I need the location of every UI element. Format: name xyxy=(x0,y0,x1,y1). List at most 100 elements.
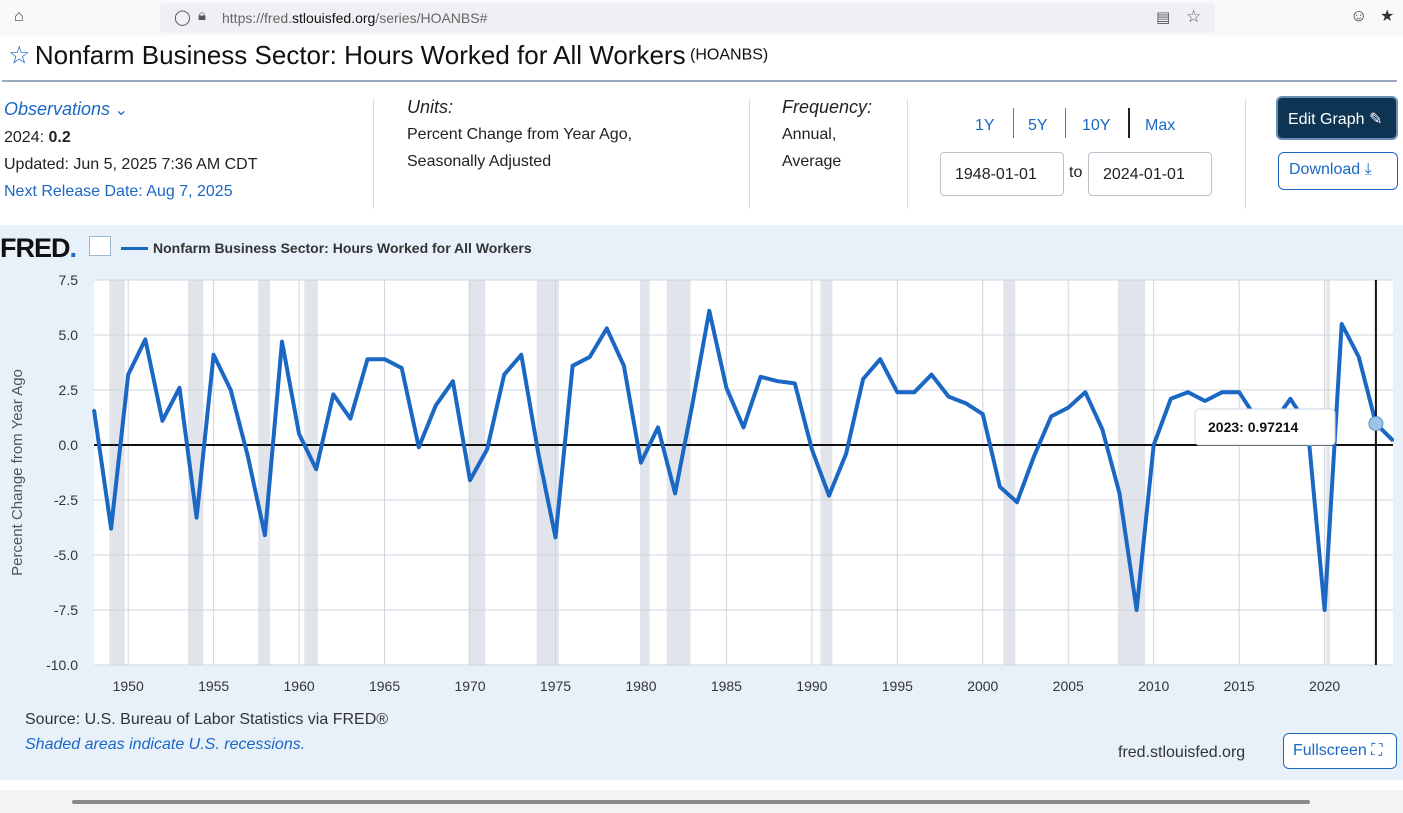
home-icon[interactable]: ⌂ xyxy=(14,8,24,25)
data-point xyxy=(469,479,472,482)
x-tick-label: 1980 xyxy=(625,678,656,694)
data-point xyxy=(93,408,95,411)
chart-svg[interactable]: 7.5 5.0 2.5 0.0 -2.5 -5.0 -7.5 -10.0 1950 1955 196… xyxy=(0,225,1403,705)
data-point xyxy=(913,391,916,394)
data-point xyxy=(503,373,506,376)
latest-observation: 2024: 0.2 xyxy=(4,129,71,146)
data-point xyxy=(554,536,557,539)
data-point xyxy=(1340,323,1343,325)
data-point xyxy=(998,485,1001,488)
data-point xyxy=(1323,609,1326,611)
series-title: Nonfarm Business Sector: Hours Worked fo… xyxy=(34,40,686,70)
next-release-link[interactable]: Next Release Date: Aug 7, 2025 xyxy=(4,183,233,200)
data-point xyxy=(571,364,574,367)
y-tick-label: -7.5 xyxy=(54,602,78,618)
x-tick-label: 1955 xyxy=(198,678,229,694)
start-date-input[interactable]: 1948-01-01 xyxy=(940,152,1064,196)
chart-type-icon[interactable] xyxy=(89,236,111,256)
frequency-panel: Frequency: Annual, Average xyxy=(782,94,872,175)
data-point xyxy=(827,494,830,497)
data-point xyxy=(298,433,301,435)
recession-band xyxy=(1117,280,1146,665)
data-point xyxy=(776,380,779,383)
observations-panel: Observations ⌄ 2024: 0.2 Updated: Jun 5,… xyxy=(4,96,257,205)
range-1y-button[interactable]: 1Y xyxy=(975,117,995,134)
favorite-star-icon[interactable]: ☆ xyxy=(8,41,31,70)
url-text[interactable]: https://fred.stlouisfed.org/series/HOANB… xyxy=(222,10,488,26)
y-tick-label: -10.0 xyxy=(46,657,78,673)
data-point xyxy=(1238,391,1241,394)
data-point xyxy=(657,426,660,429)
data-point xyxy=(793,382,796,385)
recession-band xyxy=(304,280,318,665)
data-point xyxy=(315,468,318,471)
recession-band xyxy=(1326,280,1330,665)
reader-view-icon[interactable]: ▤ xyxy=(1156,9,1171,26)
hover-marker xyxy=(1368,416,1384,432)
data-point xyxy=(1221,391,1224,394)
fullscreen-icon: ⛶ xyxy=(1371,742,1383,759)
to-label: to xyxy=(1069,164,1083,181)
units-label: Units: xyxy=(407,97,454,117)
data-point xyxy=(332,393,335,396)
data-point xyxy=(1101,428,1104,431)
data-point xyxy=(708,309,711,312)
data-point xyxy=(1118,492,1121,495)
data-point xyxy=(639,461,642,464)
x-tick-label: 2015 xyxy=(1224,678,1255,694)
fullscreen-label: Fullscreen xyxy=(1293,742,1367,759)
data-point xyxy=(281,340,284,343)
shield-icon[interactable]: ◯ xyxy=(174,9,191,26)
account-icon[interactable]: ☺ xyxy=(1350,6,1368,25)
data-point xyxy=(212,353,215,356)
horizontal-scrollbar[interactable] xyxy=(72,800,1310,804)
data-point xyxy=(1067,406,1070,409)
download-button[interactable]: Download ⤓ xyxy=(1278,152,1398,190)
frequency-line1: Annual, xyxy=(782,126,837,143)
data-point xyxy=(810,448,813,451)
divider xyxy=(1013,108,1014,138)
data-point xyxy=(1050,415,1053,418)
extensions-icon[interactable]: ★ xyxy=(1380,8,1395,25)
data-point xyxy=(195,516,198,519)
data-point xyxy=(417,446,420,449)
download-icon: ⤓ xyxy=(1364,161,1372,178)
updated-date: Updated: Jun 5, 2025 7:36 AM CDT xyxy=(4,156,258,173)
data-point xyxy=(1033,455,1036,457)
data-point xyxy=(981,413,984,416)
range-10y-button[interactable]: 10Y xyxy=(1082,117,1111,134)
fullscreen-button[interactable]: Fullscreen ⛶ xyxy=(1283,733,1397,769)
end-date-input[interactable]: 2024-01-01 xyxy=(1088,152,1212,196)
data-point xyxy=(537,452,540,455)
recession-band xyxy=(640,280,650,665)
y-tick-label: 5.0 xyxy=(59,327,79,343)
range-5y-button[interactable]: 5Y xyxy=(1028,117,1048,134)
range-max-button[interactable]: Max xyxy=(1145,117,1176,134)
y-tick-label: 2.5 xyxy=(59,382,79,398)
address-bar[interactable]: ◯ 🔒︎ https://fred.stlouisfed.org/series/… xyxy=(160,3,1215,33)
data-point xyxy=(383,358,386,361)
x-tick-label: 2010 xyxy=(1138,678,1169,694)
data-point xyxy=(1135,609,1138,611)
data-point xyxy=(1186,391,1189,394)
observations-toggle[interactable]: Observations ⌄ xyxy=(4,99,128,119)
data-point xyxy=(930,373,933,376)
x-tick-label: 1995 xyxy=(882,678,913,694)
x-tick-label: 1960 xyxy=(284,678,315,694)
bookmark-star-icon[interactable]: ☆ xyxy=(1186,7,1202,26)
page-title: ☆ Nonfarm Business Sector: Hours Worked … xyxy=(8,40,768,74)
lock-icon[interactable]: 🔒︎ xyxy=(198,7,206,24)
data-point xyxy=(263,534,266,537)
units-panel: Units: Percent Change from Year Ago, Sea… xyxy=(407,94,632,175)
data-point xyxy=(1392,439,1394,442)
plot-area xyxy=(94,280,1393,665)
recession-band xyxy=(188,280,204,665)
data-point xyxy=(879,358,882,361)
data-point xyxy=(161,419,164,422)
data-point xyxy=(1357,356,1360,358)
data-point xyxy=(1152,444,1155,446)
data-point xyxy=(1084,391,1087,394)
data-point xyxy=(110,527,113,530)
data-point xyxy=(127,373,130,376)
edit-graph-button[interactable]: Edit Graph ✎ xyxy=(1276,96,1398,140)
